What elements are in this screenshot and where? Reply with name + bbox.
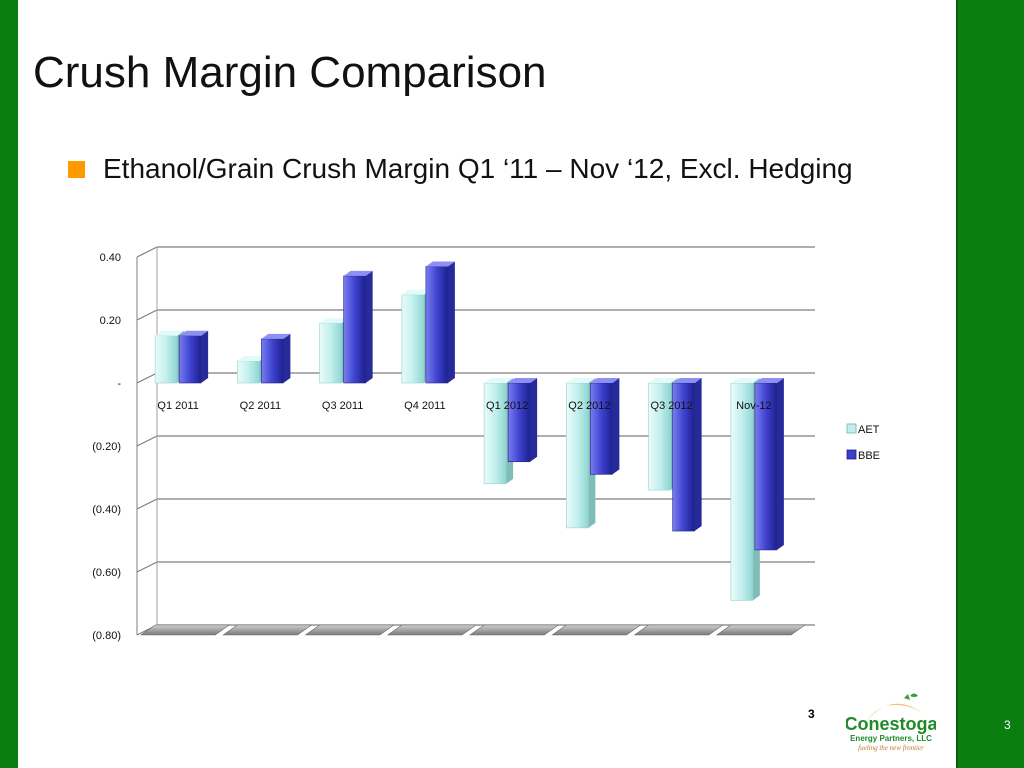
left-frame-bar bbox=[0, 0, 18, 768]
bar-aet bbox=[483, 382, 507, 485]
floor-tile bbox=[551, 624, 642, 636]
gridline-side bbox=[136, 561, 158, 573]
bar-side-bbe bbox=[612, 378, 620, 475]
bar-aet bbox=[319, 322, 342, 384]
bar-side-bbe bbox=[447, 261, 455, 383]
x-tick-label: Q3 2012 bbox=[651, 400, 693, 412]
y-tick-label: - bbox=[117, 378, 121, 390]
bar-side-bbe bbox=[365, 270, 373, 383]
bar-side-bbe bbox=[201, 330, 209, 383]
gridline-side bbox=[136, 309, 158, 321]
legend-label-bbe: BBE bbox=[858, 450, 880, 462]
conestoga-logo: Conestoga Energy Partners, LLC fueling t… bbox=[846, 693, 936, 752]
bar-bbe bbox=[261, 338, 284, 384]
bar-aet bbox=[154, 335, 178, 384]
bullet-text: Ethanol/Grain Crush Margin Q1 ‘11 – Nov … bbox=[103, 153, 853, 184]
x-tick-label: Q2 2011 bbox=[240, 400, 281, 412]
bar-aet bbox=[401, 294, 425, 384]
bar-top-bbe bbox=[179, 330, 209, 336]
bar-bbe bbox=[343, 275, 366, 384]
bar-top-bbe bbox=[425, 261, 455, 267]
bullet-square-icon bbox=[68, 160, 85, 178]
bar-top-bbe bbox=[590, 378, 620, 383]
bar-top-aet bbox=[730, 378, 760, 383]
page-number-center: 3 bbox=[808, 707, 815, 721]
bar-bbe bbox=[425, 266, 449, 384]
x-tick-label: Nov-12 bbox=[736, 400, 771, 412]
bar-top-aet bbox=[155, 330, 185, 336]
y-tick-label: 0.40 bbox=[100, 252, 121, 264]
bar-top-aet bbox=[319, 318, 349, 324]
bar-top-bbe bbox=[754, 378, 784, 383]
bar-top-aet bbox=[401, 289, 431, 295]
bar-bbe bbox=[507, 382, 531, 463]
x-tick-label: Q1 2011 bbox=[157, 400, 198, 412]
floor-tile bbox=[140, 624, 231, 636]
bar-side-bbe bbox=[283, 333, 291, 383]
gridline-side bbox=[136, 372, 158, 384]
bar-top-aet bbox=[484, 378, 514, 383]
slide-title: Crush Margin Comparison bbox=[33, 48, 547, 97]
page-number-right: 3 bbox=[1004, 718, 1011, 732]
bar-bbe bbox=[590, 382, 613, 475]
y-tick-label: (0.20) bbox=[92, 441, 121, 453]
x-tick-label: Q3 2011 bbox=[322, 400, 363, 412]
y-tick-label: 0.20 bbox=[100, 315, 121, 327]
bar-aet bbox=[730, 382, 754, 601]
floor-tile bbox=[715, 624, 806, 636]
bar-side-bbe bbox=[694, 378, 702, 532]
bar-bbe bbox=[178, 335, 202, 384]
x-tick-label: Q2 2012 bbox=[568, 400, 610, 412]
x-tick-label: Q4 2011 bbox=[404, 400, 445, 412]
legend-label-aet: AET bbox=[858, 424, 880, 436]
x-tick-label: Q1 2012 bbox=[486, 400, 528, 412]
gridline-side bbox=[136, 246, 158, 258]
bar-side-bbe bbox=[530, 378, 538, 462]
gridline-side bbox=[136, 435, 158, 447]
right-frame-bar bbox=[956, 0, 1024, 768]
legend-swatch-aet bbox=[846, 423, 857, 434]
bar-top-bbe bbox=[672, 378, 702, 383]
y-tick-label: (0.80) bbox=[92, 630, 121, 642]
floor-tile bbox=[469, 624, 560, 636]
bar-top-aet bbox=[237, 355, 267, 361]
bar-top-bbe bbox=[343, 270, 373, 276]
svg-text:fueling the new frontier: fueling the new frontier bbox=[858, 744, 924, 752]
floor-tile bbox=[222, 624, 313, 636]
gridline-side bbox=[136, 498, 158, 510]
bar-top-aet bbox=[648, 378, 678, 383]
floor-tile bbox=[386, 624, 477, 636]
svg-text:Conestoga: Conestoga bbox=[846, 714, 936, 734]
floor-tile bbox=[633, 624, 724, 636]
y-tick-label: (0.40) bbox=[92, 504, 121, 516]
bar-top-bbe bbox=[261, 333, 291, 339]
bar-side-bbe bbox=[776, 378, 784, 550]
svg-text:Energy Partners, LLC: Energy Partners, LLC bbox=[850, 734, 932, 743]
bar-top-bbe bbox=[508, 378, 538, 383]
bullet-row: Ethanol/Grain Crush Margin Q1 ‘11 – Nov … bbox=[68, 153, 853, 185]
bar-aet bbox=[237, 360, 260, 384]
y-tick-label: (0.60) bbox=[92, 567, 121, 579]
legend-swatch-bbe bbox=[846, 449, 857, 460]
bar-top-aet bbox=[566, 378, 596, 383]
floor-tile bbox=[304, 624, 395, 636]
